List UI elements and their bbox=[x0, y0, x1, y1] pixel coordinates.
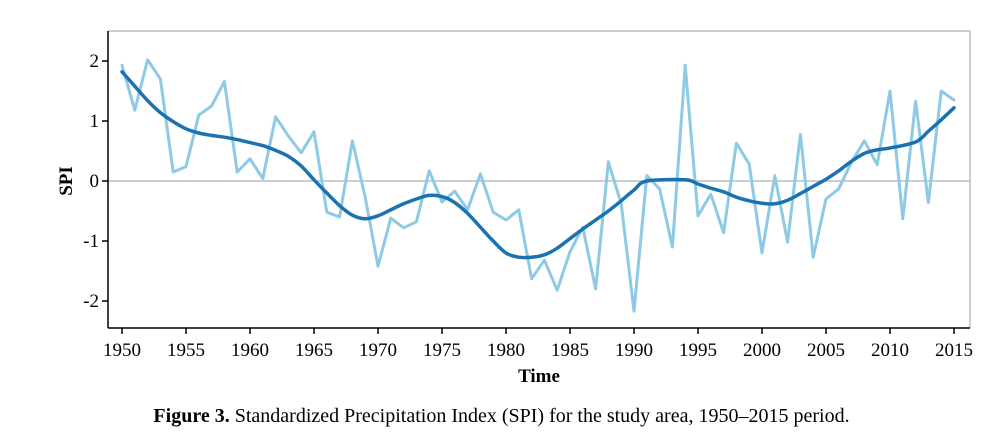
y-tick-label: -1 bbox=[83, 231, 99, 252]
plot-frame-border bbox=[108, 30, 971, 328]
y-axis-title: SPI bbox=[56, 166, 77, 196]
series-line-annual-spi bbox=[120, 58, 956, 313]
plot-frame bbox=[108, 30, 971, 328]
figure-caption-text: Standardized Precipitation Index (SPI) f… bbox=[229, 405, 850, 427]
x-tick-label: 1990 bbox=[615, 340, 653, 361]
x-tick-label: 1955 bbox=[167, 340, 205, 361]
x-tick-label: 2005 bbox=[807, 340, 845, 361]
x-tick-label: 1965 bbox=[295, 340, 333, 361]
x-axis-title: Time bbox=[518, 366, 560, 387]
x-tick-label: 1985 bbox=[551, 340, 589, 361]
x-tick-label: 1970 bbox=[359, 340, 397, 361]
x-tick-label: 2010 bbox=[871, 340, 909, 361]
x-tick-label: 2000 bbox=[743, 340, 781, 361]
x-tick-label: 1995 bbox=[679, 340, 717, 361]
axes bbox=[107, 31, 970, 329]
y-tick-label: 0 bbox=[90, 171, 100, 192]
series-line-smoothed-trend bbox=[120, 70, 956, 260]
series-lines bbox=[120, 58, 956, 313]
y-tick-label: 2 bbox=[90, 51, 100, 72]
tick-labels: 1950 1955 1960 1965 1970 1975 1980 1985 1990 1995… bbox=[83, 51, 973, 361]
x-tick-label: 1960 bbox=[231, 340, 269, 361]
y-tick-label: -2 bbox=[83, 291, 99, 312]
x-tick-label: 1975 bbox=[423, 340, 461, 361]
figure-caption: Figure 3. Standardized Precipitation Ind… bbox=[0, 405, 1003, 428]
figure-caption-label: Figure 3. bbox=[153, 405, 230, 427]
x-tick-label: 1950 bbox=[103, 340, 141, 361]
y-tick-label: 1 bbox=[90, 111, 100, 132]
x-tick-label: 2015 bbox=[935, 340, 973, 361]
x-tick-label: 1980 bbox=[487, 340, 525, 361]
